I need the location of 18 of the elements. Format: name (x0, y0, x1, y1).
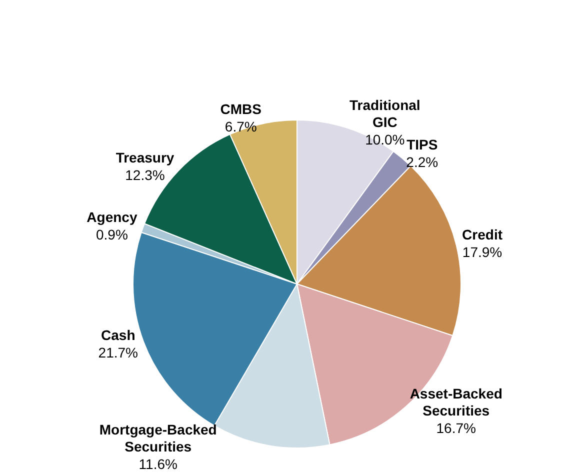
data-label: 10.0% (365, 131, 405, 148)
data-label: 6.7% (224, 118, 257, 134)
data-label: 17.9% (462, 244, 502, 260)
slice-label: CMBS (220, 100, 262, 117)
slice-label: Mortgage-Backed Securities (99, 422, 217, 454)
data-label: 11.6% (138, 456, 178, 472)
data-label: 0.9% (96, 226, 128, 242)
slice-label: Traditional GIC (350, 96, 420, 130)
slice-label: Asset-Backed Securities (410, 386, 502, 419)
slice-label: Credit (462, 226, 503, 242)
data-label: 12.3% (125, 166, 165, 183)
slice-label: Treasury (116, 149, 174, 166)
slice-label: Cash (101, 327, 136, 344)
data-label: 16.7% (436, 420, 476, 436)
data-label: 21.7% (98, 344, 138, 361)
data-label: 2.2% (406, 154, 438, 170)
slice-label: Agency (86, 208, 138, 225)
slice-label: TIPS (406, 136, 438, 153)
